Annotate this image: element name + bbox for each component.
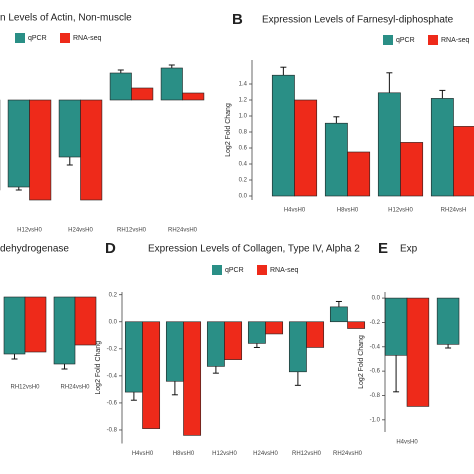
x-tick-label: H4vsH0: [396, 440, 418, 446]
bar: [3, 296, 26, 355]
x-tick-label: H12vsH0: [212, 451, 237, 457]
legend-label: qPCR: [225, 267, 244, 274]
y-tick-label: -0.8: [370, 393, 381, 399]
panel-label: E: [378, 240, 388, 257]
y-axis-label: Log2 Fold Chang: [358, 335, 365, 389]
bar: [224, 321, 243, 360]
bar: [453, 126, 474, 197]
y-tick-label: 0.2: [109, 292, 118, 298]
chart-title: Expression Levels of Collagen, Type IV, …: [148, 244, 360, 255]
bar: [58, 99, 81, 158]
x-tick-label: RH24vsH0: [168, 228, 198, 234]
x-tick-label: H4vsH0: [132, 451, 154, 457]
y-axis-label: Log2 Fold Chang: [95, 341, 102, 395]
y-tick-label: -0.6: [107, 400, 118, 406]
x-tick-label: RH24vsH0: [60, 385, 90, 391]
bar: [206, 321, 225, 367]
bar: [131, 87, 154, 101]
bar: [347, 321, 366, 329]
y-tick-label: -0.2: [107, 346, 118, 352]
chart-title: Exp: [400, 244, 418, 255]
legend-label: RNA-seq: [441, 37, 470, 44]
bar: [109, 72, 132, 101]
bar: [124, 321, 143, 393]
y-tick-label: -0.4: [370, 344, 381, 350]
x-tick-label: RH12vsH0: [292, 451, 322, 457]
legend-swatch: [15, 33, 25, 43]
bar: [165, 321, 184, 382]
y-tick-label: 0.8: [239, 130, 248, 136]
y-tick-label: -0.8: [107, 428, 118, 434]
x-tick-label: RH24vsH0: [333, 451, 363, 457]
chart-title: dehydrogenase: [0, 244, 69, 255]
x-tick-label: H24vsH0: [253, 451, 278, 457]
chart-title: Expression Levels of Farnesyl-diphosphat…: [262, 15, 454, 26]
bar: [306, 321, 325, 348]
bar: [324, 122, 348, 197]
legend-label: qPCR: [396, 37, 415, 44]
bar: [329, 306, 348, 323]
legend-swatch: [428, 35, 438, 45]
bar: [271, 74, 295, 197]
y-tick-label: 0.2: [239, 178, 248, 184]
y-tick-label: 0.0: [372, 296, 381, 302]
x-tick-label: H8vsH0: [337, 208, 359, 214]
bar: [183, 321, 202, 436]
bar: [7, 99, 30, 188]
y-tick-label: 0.4: [239, 162, 248, 168]
x-tick-label: H8vsH0: [173, 451, 195, 457]
x-tick-label: RH12vsH0: [10, 385, 40, 391]
bar: [430, 98, 454, 197]
y-tick-label: 0.0: [239, 194, 248, 200]
y-tick-label: 1.4: [239, 82, 248, 88]
legend-swatch: [212, 265, 222, 275]
y-tick-label: -0.2: [370, 320, 381, 326]
legend-label: RNA-seq: [73, 35, 102, 42]
bar: [247, 321, 266, 344]
bar: [347, 151, 371, 197]
x-tick-label: RH12vsH0: [117, 228, 147, 234]
y-tick-label: -1.0: [370, 417, 381, 423]
y-tick-label: -0.6: [370, 369, 381, 375]
bar: [80, 99, 103, 201]
bar: [384, 297, 408, 356]
panel-label: D: [105, 240, 116, 257]
y-tick-label: -0.4: [107, 373, 118, 379]
x-tick-label: H4vsH0: [284, 208, 306, 214]
legend-label: qPCR: [28, 35, 47, 42]
y-tick-label: 1.0: [239, 114, 248, 120]
bar: [74, 296, 97, 346]
bar: [142, 321, 161, 429]
y-tick-label: 0.6: [239, 146, 248, 152]
bar: [377, 92, 401, 197]
x-tick-label: H12vsH0: [388, 208, 413, 214]
bar: [406, 297, 430, 407]
x-tick-label: H12vsH0: [17, 228, 42, 234]
legend-swatch: [257, 265, 267, 275]
bar: [24, 296, 47, 353]
bar: [400, 142, 424, 197]
bar: [29, 99, 52, 201]
x-tick-label: H24vsH0: [68, 228, 93, 234]
y-tick-label: 1.2: [239, 98, 248, 104]
y-axis-label: Log2 Fold Chang: [225, 103, 232, 157]
bar: [294, 99, 318, 197]
legend-swatch: [60, 33, 70, 43]
panel-label: B: [232, 11, 243, 28]
y-tick-label: 0.0: [109, 319, 118, 325]
bar: [160, 67, 183, 101]
bar: [265, 321, 284, 335]
bar: [288, 321, 307, 373]
legend-label: RNA-seq: [270, 267, 299, 274]
legend-swatch: [383, 35, 393, 45]
x-tick-label: RH24vsH: [441, 208, 467, 214]
bar: [53, 296, 76, 365]
bar: [436, 297, 460, 345]
bar: [182, 92, 205, 101]
chart-title: n Levels of Actin, Non-muscle: [0, 13, 132, 24]
